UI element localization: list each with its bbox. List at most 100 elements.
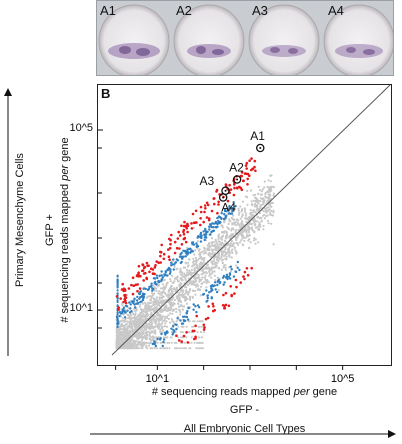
gene-point bbox=[177, 294, 180, 297]
gene-point bbox=[238, 225, 241, 228]
blue-point bbox=[223, 213, 226, 216]
gene-point bbox=[147, 304, 150, 308]
gene-point bbox=[185, 286, 188, 289]
gene-point bbox=[266, 200, 269, 203]
gene-point bbox=[198, 347, 201, 350]
blue-point bbox=[139, 300, 142, 304]
x-axis-ticks: 10^1 10^5 bbox=[115, 366, 354, 385]
gene-point bbox=[129, 325, 132, 328]
scatter-plot: A1 A2 A3 A4 bbox=[98, 84, 391, 356]
gene-point bbox=[197, 347, 200, 350]
gene-point bbox=[224, 253, 227, 256]
gene-point bbox=[182, 305, 186, 308]
gene-point bbox=[213, 257, 216, 260]
blue-point bbox=[116, 313, 119, 316]
gene-point bbox=[137, 320, 139, 323]
gene-point bbox=[214, 266, 217, 269]
red-point bbox=[228, 183, 231, 187]
gene-point bbox=[267, 179, 270, 182]
gene-point bbox=[207, 247, 211, 250]
gene-point bbox=[159, 331, 162, 334]
red-point bbox=[134, 283, 138, 287]
gene-point bbox=[176, 302, 180, 305]
gene-point bbox=[192, 283, 195, 286]
red-point bbox=[167, 255, 171, 258]
gene-point bbox=[196, 265, 199, 269]
gene-point bbox=[200, 278, 203, 281]
gene-point bbox=[191, 289, 194, 292]
gene-point bbox=[272, 192, 275, 195]
gene-point bbox=[183, 295, 186, 298]
red-point bbox=[236, 187, 239, 190]
blue-point bbox=[116, 317, 119, 320]
red-point bbox=[148, 270, 151, 274]
gene-point bbox=[157, 300, 160, 303]
gene-point bbox=[262, 228, 265, 231]
red-point bbox=[153, 266, 157, 269]
gene-point bbox=[166, 281, 169, 284]
gene-point bbox=[159, 316, 162, 319]
red-point bbox=[215, 190, 218, 193]
blue-point bbox=[232, 275, 236, 278]
red-point bbox=[205, 201, 209, 205]
gene-point bbox=[179, 270, 182, 273]
gene-point bbox=[148, 331, 151, 334]
gene-point bbox=[244, 214, 248, 217]
red-point bbox=[127, 287, 131, 290]
gene-point bbox=[134, 310, 137, 313]
red-point bbox=[136, 289, 139, 293]
gene-point bbox=[164, 336, 167, 339]
gene-point bbox=[180, 289, 184, 293]
gene-point bbox=[241, 220, 244, 224]
gene-point bbox=[200, 282, 203, 285]
gene-point bbox=[145, 341, 148, 344]
red-point bbox=[117, 308, 120, 311]
gene-point bbox=[246, 196, 249, 199]
gene-point bbox=[147, 322, 151, 325]
blue-point bbox=[186, 310, 189, 313]
gene-point bbox=[160, 322, 164, 325]
red-point bbox=[135, 274, 139, 278]
gene-point bbox=[172, 281, 175, 284]
blue-point bbox=[137, 301, 140, 305]
blue-point bbox=[186, 248, 189, 251]
red-point bbox=[229, 285, 232, 288]
gene-point bbox=[164, 309, 167, 312]
blue-point bbox=[166, 268, 169, 271]
gene-point bbox=[166, 341, 169, 344]
gene-point bbox=[263, 186, 266, 189]
gene-point bbox=[116, 340, 119, 343]
blue-point bbox=[116, 325, 119, 328]
gene-point bbox=[163, 325, 166, 328]
gene-point bbox=[240, 234, 243, 237]
gene-point bbox=[118, 341, 121, 344]
gene-point bbox=[155, 320, 158, 323]
gene-point bbox=[186, 246, 189, 249]
blue-point bbox=[227, 209, 231, 212]
blue-point bbox=[182, 249, 185, 252]
red-point bbox=[191, 212, 195, 216]
blue-point bbox=[116, 278, 119, 281]
blue-point bbox=[180, 257, 184, 260]
gene-point bbox=[196, 240, 199, 243]
gene-point bbox=[153, 315, 156, 319]
red-point bbox=[204, 207, 207, 210]
blue-point bbox=[190, 249, 193, 252]
gene-point bbox=[241, 223, 244, 226]
gene-point bbox=[181, 305, 184, 308]
gene-point bbox=[239, 205, 242, 208]
gene-point bbox=[148, 344, 151, 347]
gene-point bbox=[161, 309, 164, 312]
gene-point bbox=[192, 320, 195, 323]
gene-point bbox=[255, 197, 258, 200]
gray-points bbox=[115, 174, 275, 350]
red-point bbox=[250, 168, 253, 172]
gene-point bbox=[126, 347, 129, 350]
gene-point bbox=[168, 321, 172, 324]
blue-point bbox=[161, 344, 164, 348]
red-point bbox=[245, 161, 249, 165]
gene-point bbox=[248, 222, 251, 226]
gene-point bbox=[244, 217, 248, 220]
gene-point bbox=[207, 267, 210, 270]
blue-point bbox=[169, 270, 172, 274]
